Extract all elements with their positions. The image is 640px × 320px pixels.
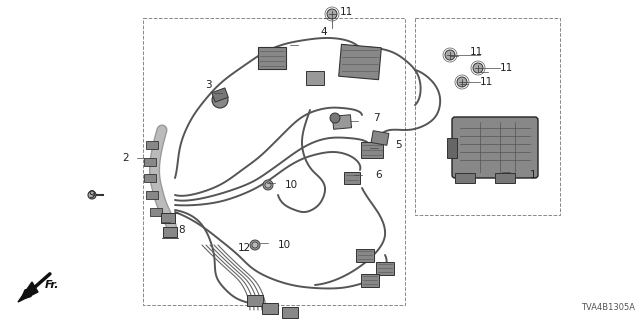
Circle shape [252, 242, 258, 248]
FancyBboxPatch shape [258, 47, 286, 69]
Text: 2: 2 [122, 153, 129, 163]
Circle shape [212, 92, 228, 108]
Text: 12: 12 [238, 243, 252, 253]
Text: 6: 6 [375, 170, 381, 180]
Text: Fr.: Fr. [45, 280, 60, 290]
Bar [415, 18, 560, 215]
FancyBboxPatch shape [262, 302, 278, 314]
FancyBboxPatch shape [376, 261, 394, 275]
Circle shape [263, 180, 273, 190]
FancyBboxPatch shape [146, 191, 158, 199]
Circle shape [250, 240, 260, 250]
FancyBboxPatch shape [306, 71, 324, 85]
FancyBboxPatch shape [361, 274, 379, 286]
FancyBboxPatch shape [332, 115, 351, 129]
Text: TVA4B1305A: TVA4B1305A [581, 303, 635, 312]
Circle shape [457, 77, 467, 87]
Text: 10: 10 [278, 240, 291, 250]
FancyBboxPatch shape [455, 173, 475, 183]
FancyBboxPatch shape [146, 141, 158, 149]
FancyBboxPatch shape [447, 138, 457, 158]
Circle shape [265, 182, 271, 188]
Text: 7: 7 [373, 113, 380, 123]
FancyBboxPatch shape [371, 131, 389, 145]
FancyBboxPatch shape [150, 208, 162, 216]
Circle shape [445, 50, 455, 60]
Circle shape [88, 191, 96, 199]
FancyBboxPatch shape [344, 172, 360, 184]
Text: 1: 1 [530, 170, 536, 180]
Text: 5: 5 [395, 140, 402, 150]
Bar [143, 18, 405, 305]
Text: 11: 11 [480, 77, 493, 87]
FancyBboxPatch shape [282, 307, 298, 317]
Text: 9: 9 [88, 190, 95, 200]
Text: 11: 11 [340, 7, 353, 17]
FancyBboxPatch shape [144, 174, 156, 182]
FancyBboxPatch shape [144, 158, 156, 166]
FancyBboxPatch shape [339, 44, 381, 80]
FancyBboxPatch shape [361, 142, 383, 158]
FancyBboxPatch shape [495, 173, 515, 183]
Text: 11: 11 [470, 47, 483, 57]
Text: 8: 8 [178, 225, 184, 235]
Text: 3: 3 [205, 80, 212, 90]
FancyBboxPatch shape [161, 213, 175, 223]
Polygon shape [18, 282, 38, 302]
Text: 11: 11 [500, 63, 513, 73]
Circle shape [330, 113, 340, 123]
Circle shape [327, 9, 337, 19]
FancyBboxPatch shape [163, 227, 177, 237]
Circle shape [473, 63, 483, 73]
FancyBboxPatch shape [247, 294, 263, 306]
FancyBboxPatch shape [452, 117, 538, 178]
FancyBboxPatch shape [212, 88, 228, 102]
Text: 10: 10 [285, 180, 298, 190]
Text: 4: 4 [320, 27, 326, 37]
FancyBboxPatch shape [356, 249, 374, 261]
